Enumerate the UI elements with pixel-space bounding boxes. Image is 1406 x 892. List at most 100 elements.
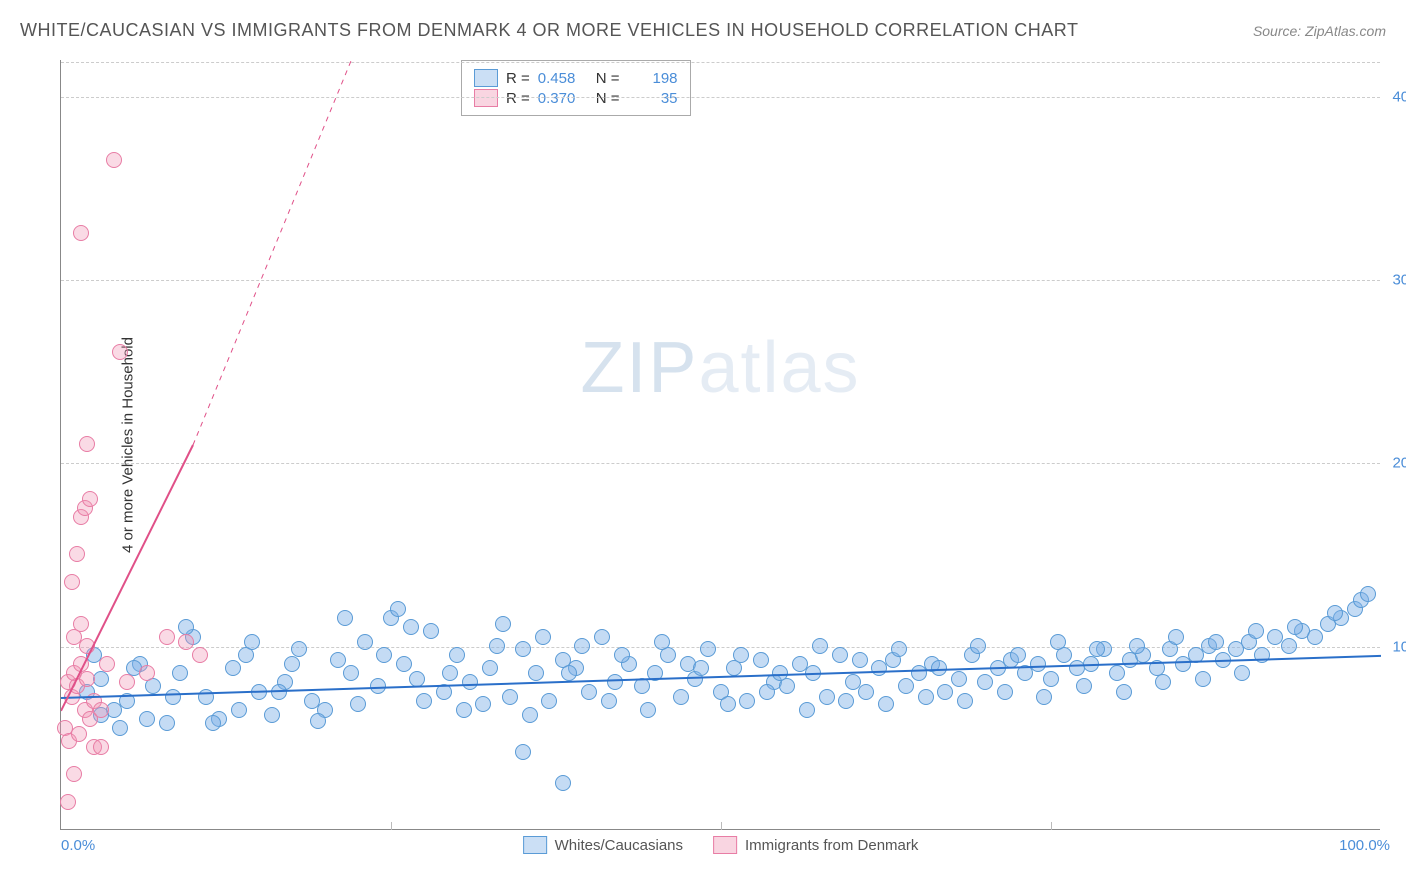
scatter-point-blue (376, 647, 392, 663)
scatter-point-blue (1083, 656, 1099, 672)
scatter-point-blue (733, 647, 749, 663)
scatter-point-blue (720, 696, 736, 712)
scatter-point-pink (64, 574, 80, 590)
scatter-point-pink (73, 616, 89, 632)
scatter-point-pink (139, 665, 155, 681)
scatter-point-blue (1208, 634, 1224, 650)
chart-title: WHITE/CAUCASIAN VS IMMIGRANTS FROM DENMA… (20, 20, 1078, 41)
legend-row: R =0.458 N =198 (474, 69, 678, 87)
scatter-point-pink (79, 436, 95, 452)
source-label: Source: ZipAtlas.com (1253, 23, 1386, 39)
scatter-point-blue (271, 684, 287, 700)
x-tick-max: 100.0% (1339, 837, 1390, 854)
scatter-point-blue (291, 641, 307, 657)
scatter-point-blue (891, 641, 907, 657)
legend-item: Whites/Caucasians (523, 836, 683, 854)
scatter-point-blue (574, 638, 590, 654)
scatter-point-blue (1149, 660, 1165, 676)
scatter-point-blue (442, 665, 458, 681)
scatter-point-blue (403, 619, 419, 635)
scatter-point-blue (482, 660, 498, 676)
scatter-point-blue (1155, 674, 1171, 690)
scatter-point-blue (997, 684, 1013, 700)
scatter-point-pink (112, 344, 128, 360)
scatter-point-blue (205, 715, 221, 731)
scatter-point-blue (502, 689, 518, 705)
scatter-point-blue (1168, 629, 1184, 645)
scatter-point-blue (607, 674, 623, 690)
scatter-point-blue (1076, 678, 1092, 694)
scatter-point-blue (1010, 647, 1026, 663)
scatter-point-blue (601, 693, 617, 709)
scatter-point-blue (878, 696, 894, 712)
scatter-point-blue (251, 684, 267, 700)
scatter-point-blue (931, 660, 947, 676)
scatter-point-blue (700, 641, 716, 657)
scatter-point-blue (310, 713, 326, 729)
gridline-h (61, 280, 1380, 281)
scatter-point-blue (475, 696, 491, 712)
scatter-point-blue (396, 656, 412, 672)
scatter-point-blue (1327, 605, 1343, 621)
scatter-point-blue (423, 623, 439, 639)
scatter-point-blue (390, 601, 406, 617)
scatter-point-blue (970, 638, 986, 654)
series-legend: Whites/Caucasians Immigrants from Denmark (523, 836, 919, 854)
scatter-point-blue (805, 665, 821, 681)
scatter-point-blue (918, 689, 934, 705)
scatter-point-blue (416, 693, 432, 709)
scatter-point-blue (528, 665, 544, 681)
scatter-point-blue (1360, 586, 1376, 602)
scatter-point-pink (73, 225, 89, 241)
scatter-point-pink (71, 726, 87, 742)
scatter-point-pink (178, 634, 194, 650)
y-tick-label: 40.0% (1392, 88, 1406, 105)
scatter-point-blue (832, 647, 848, 663)
scatter-point-blue (654, 634, 670, 650)
scatter-point-blue (541, 693, 557, 709)
scatter-point-blue (178, 619, 194, 635)
scatter-point-pink (159, 629, 175, 645)
scatter-point-blue (284, 656, 300, 672)
watermark: ZIPatlas (580, 327, 860, 409)
scatter-point-blue (456, 702, 472, 718)
scatter-point-blue (522, 707, 538, 723)
scatter-point-blue (165, 689, 181, 705)
scatter-point-blue (640, 702, 656, 718)
scatter-point-blue (759, 684, 775, 700)
scatter-point-pink (192, 647, 208, 663)
scatter-point-blue (159, 715, 175, 731)
scatter-point-blue (1129, 638, 1145, 654)
scatter-point-pink (73, 656, 89, 672)
scatter-point-blue (357, 634, 373, 650)
scatter-point-blue (753, 652, 769, 668)
scatter-point-blue (1030, 656, 1046, 672)
scatter-point-blue (515, 641, 531, 657)
scatter-point-blue (231, 702, 247, 718)
scatter-point-blue (951, 671, 967, 687)
scatter-point-blue (119, 693, 135, 709)
gridline-h (61, 97, 1380, 98)
scatter-point-blue (515, 744, 531, 760)
scatter-point-blue (409, 671, 425, 687)
scatter-point-blue (614, 647, 630, 663)
scatter-point-blue (594, 629, 610, 645)
scatter-point-blue (535, 629, 551, 645)
scatter-point-blue (1195, 671, 1211, 687)
scatter-point-blue (858, 684, 874, 700)
scatter-point-blue (838, 693, 854, 709)
scatter-point-blue (198, 689, 214, 705)
x-tick-min: 0.0% (61, 837, 95, 854)
scatter-point-blue (799, 702, 815, 718)
scatter-point-blue (449, 647, 465, 663)
scatter-point-blue (462, 674, 478, 690)
scatter-point-blue (244, 634, 260, 650)
scatter-point-pink (119, 674, 135, 690)
scatter-point-pink (93, 702, 109, 718)
scatter-point-blue (693, 660, 709, 676)
legend-item: Immigrants from Denmark (713, 836, 918, 854)
scatter-point-blue (264, 707, 280, 723)
scatter-point-blue (1109, 665, 1125, 681)
correlation-legend: R =0.458 N =198 R =0.370 N =35 (461, 60, 691, 116)
scatter-point-pink (93, 739, 109, 755)
